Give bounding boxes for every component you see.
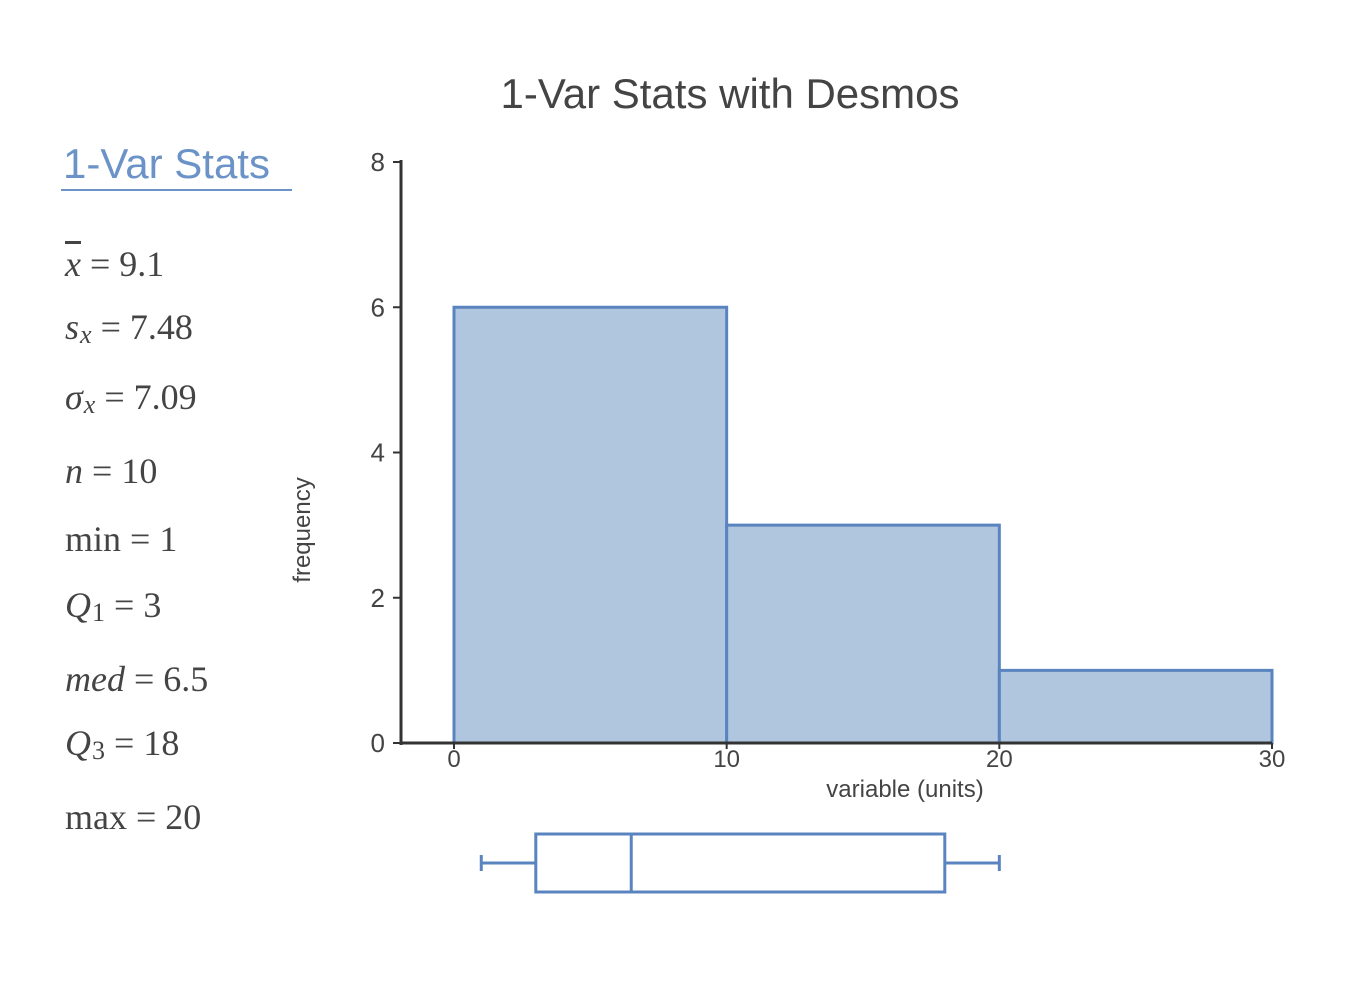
stat-max-symbol: max: [65, 797, 127, 837]
stat-q3-symbol: Q: [65, 723, 91, 763]
stat-min-symbol: min: [65, 519, 122, 559]
stat-median-symbol: med: [65, 659, 125, 699]
stat-equals: =: [114, 585, 135, 625]
x-tick-label-10: 10: [713, 746, 740, 773]
stat-min: min = 1: [65, 518, 177, 560]
stat-q1-symbol: Q: [65, 585, 91, 625]
stat-n-value: 10: [121, 451, 158, 491]
stats-panel-underline: [61, 189, 292, 191]
stat-min-value: 1: [159, 519, 178, 559]
x-tick-label-0: 0: [447, 746, 460, 773]
histogram-bar-20-30: [997, 668, 1274, 745]
stat-sample-sd-value: 7.48: [129, 307, 193, 347]
stat-pop-sd-sub: x: [83, 390, 96, 419]
y-tick-label-4: 4: [371, 438, 385, 468]
x-tick-label-20: 20: [986, 746, 1013, 773]
stat-median-value: 6.5: [163, 659, 209, 699]
boxplot-box: [534, 832, 947, 894]
stat-q3-sub: 3: [92, 736, 105, 765]
stat-pop-sd-symbol: σ: [65, 377, 83, 417]
stat-q1: Q1 = 3: [65, 584, 162, 627]
stat-equals: =: [89, 244, 111, 284]
y-tick-label-0: 0: [371, 728, 385, 758]
stat-equals: =: [92, 451, 113, 491]
stat-q3-value: 18: [143, 723, 180, 763]
stat-q1-sub: 1: [92, 598, 105, 627]
stat-equals: =: [135, 797, 157, 837]
stat-n-symbol: n: [65, 451, 83, 491]
y-tick-label-6: 6: [371, 292, 385, 322]
stat-equals: =: [100, 307, 121, 347]
stats-panel-heading: 1-Var Stats: [63, 140, 270, 187]
stat-equals: =: [133, 659, 155, 699]
stat-median: med = 6.5: [65, 658, 208, 700]
stat-q3: Q3 = 18: [65, 722, 180, 765]
stat-n: n = 10: [65, 450, 157, 492]
stat-equals: =: [114, 723, 135, 763]
stat-sample-sd-sub: x: [80, 320, 92, 349]
y-tick-label-2: 2: [371, 583, 385, 613]
stat-mean-symbol: x: [65, 244, 81, 284]
stat-q1-value: 3: [143, 585, 162, 625]
stat-mean-value: 9.1: [119, 244, 165, 284]
stat-pop-sd-value: 7.09: [133, 377, 197, 417]
stat-mean: x = 9.1: [65, 243, 164, 285]
histogram-bar-0-10: [452, 305, 729, 745]
stat-max: max = 20: [65, 796, 201, 838]
stat-sample-sd: sx = 7.48: [65, 306, 193, 349]
stat-pop-sd: σx = 7.09: [65, 376, 197, 419]
chart-title: 1-Var Stats with Desmos: [500, 70, 960, 117]
x-axis-label: variable (units): [826, 776, 984, 803]
stat-sample-sd-symbol: s: [65, 307, 80, 347]
stat-equals: =: [104, 377, 125, 417]
y-axis-label: frequency: [289, 477, 316, 583]
y-tick-label-8: 8: [371, 147, 385, 177]
stat-max-value: 20: [165, 797, 202, 837]
stat-equals: =: [130, 519, 151, 559]
histogram-bar-10-20: [725, 523, 1001, 745]
x-tick-label-30: 30: [1259, 746, 1286, 773]
